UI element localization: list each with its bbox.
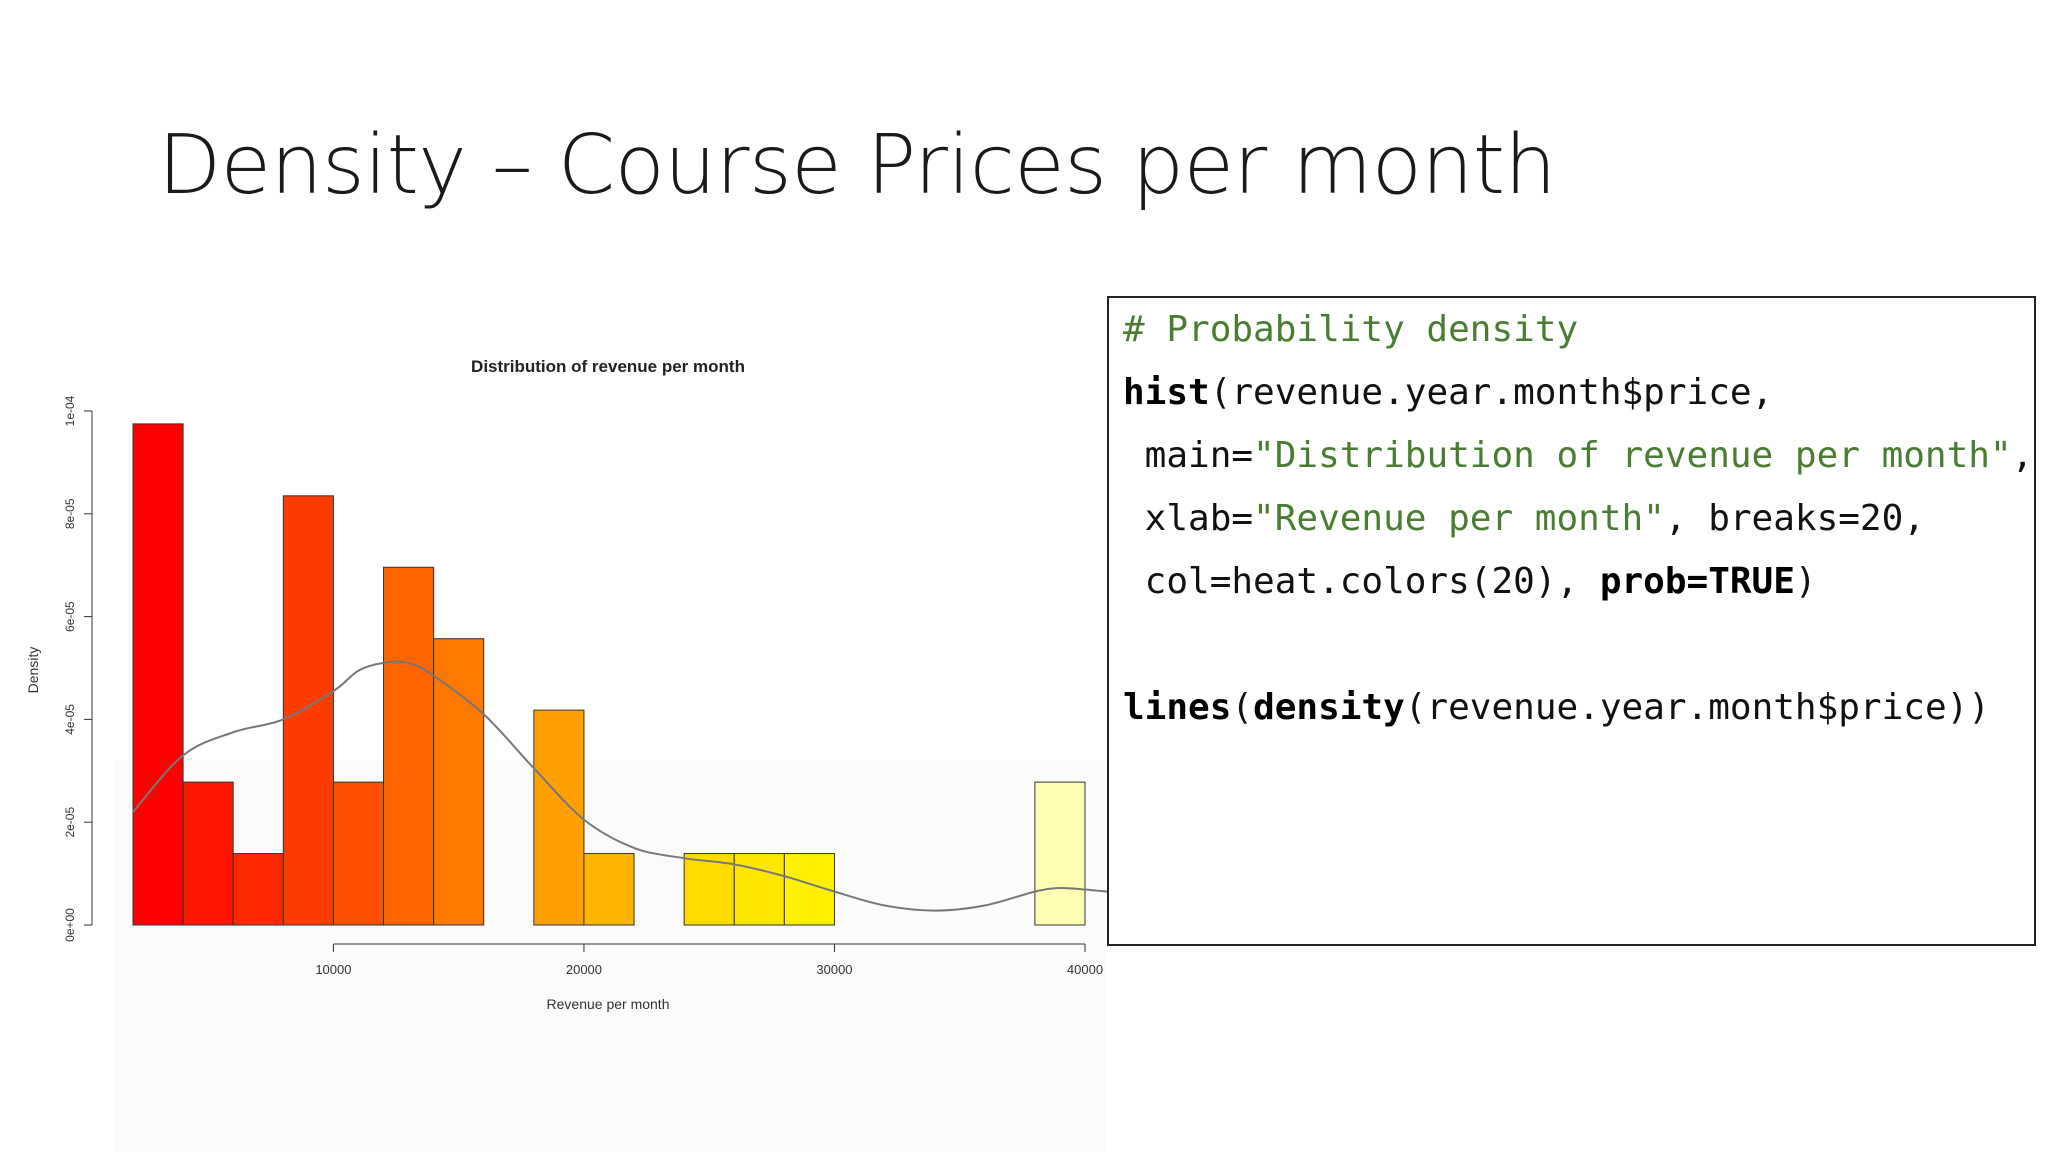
code-comment: # Probability density (1123, 309, 1579, 350)
code-token: (revenue.year.month$price, (1209, 372, 1774, 413)
y-tick-label: 1e-04 (63, 395, 77, 426)
histogram-bar (383, 566, 435, 926)
chart-title: Distribution of revenue per month (471, 357, 745, 376)
histogram-bar (232, 853, 284, 926)
code-token: main= (1123, 435, 1254, 476)
histogram-bar (1034, 781, 1086, 926)
histogram-bar (433, 638, 485, 926)
code-panel: # Probability density hist(revenue.year.m… (1107, 296, 2036, 946)
code-string: "Revenue per month" (1253, 498, 1665, 539)
bars-layer (132, 423, 1086, 926)
code-token: col=heat.colors(20), (1123, 561, 1600, 602)
y-tick-label: 4e-05 (63, 704, 77, 735)
histogram-bar (533, 709, 585, 926)
slide-title: Density – Course Prices per month (158, 118, 1556, 213)
histogram-bar (182, 781, 234, 926)
histogram-bar (683, 853, 735, 926)
code-line (1123, 613, 2034, 676)
code-keyword: prob=TRUE (1599, 561, 1795, 602)
code-keyword: lines (1123, 687, 1232, 728)
code-token: , (2011, 435, 2034, 476)
density-curve-layer (132, 660, 1123, 912)
histogram-bar (583, 853, 635, 926)
y-tick-label: 8e-05 (63, 498, 77, 529)
code-line: main="Distribution of revenue per month"… (1123, 424, 2034, 487)
histogram-bar (332, 781, 385, 926)
x-tick-label: 40000 (1067, 962, 1103, 977)
code-keyword: density (1253, 687, 1405, 728)
code-token: , breaks=20, (1664, 498, 1925, 539)
code-line: col=heat.colors(20), prob=TRUE) (1123, 550, 2034, 613)
y-axis-label: Density (25, 647, 41, 694)
y-tick-label: 2e-05 (63, 807, 77, 838)
code-token: ) (1794, 561, 1817, 602)
code-line: # Probability density (1123, 298, 2034, 361)
density-curve (132, 660, 1123, 912)
chart-background (115, 760, 1105, 1152)
x-tick-label: 30000 (816, 962, 852, 977)
code-keyword: hist (1123, 372, 1210, 413)
code-line: lines(density(revenue.year.month$price)) (1123, 676, 2034, 739)
x-tick-label: 20000 (566, 962, 602, 977)
code-line: xlab="Revenue per month", breaks=20, (1123, 487, 2034, 550)
histogram-bar (733, 853, 785, 926)
code-token: xlab= (1123, 498, 1254, 539)
axes-layer: 0e+00 2e-05 4e-05 6e-05 8e-05 1e-04 10000 20000… (63, 395, 1103, 977)
x-axis-label: Revenue per month (547, 996, 670, 1012)
code-string: "Distribution of revenue per month" (1253, 435, 2012, 476)
histogram-svg: Distribution of revenue per month Densit… (25, 357, 1123, 1012)
code-token: ( (1231, 687, 1254, 728)
histogram-bar (132, 423, 184, 926)
y-tick-label: 0e+00 (63, 908, 77, 942)
code-line: hist(revenue.year.month$price, (1123, 361, 2034, 424)
code-token: (revenue.year.month$price)) (1404, 687, 1990, 728)
x-tick-label: 10000 (315, 962, 351, 977)
histogram-bar (282, 495, 334, 926)
histogram-chart: Distribution of revenue per month Densit… (0, 340, 1140, 1152)
code-lines: # Probability density hist(revenue.year.m… (1123, 298, 2034, 739)
y-tick-label: 6e-05 (63, 601, 77, 632)
